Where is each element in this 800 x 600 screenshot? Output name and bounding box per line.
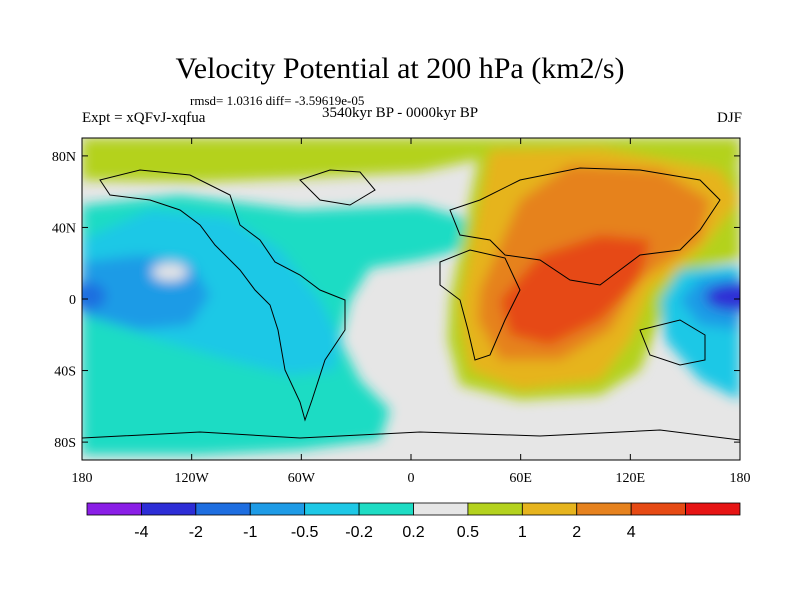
- axis-ticks: 180 120W 60W 0 60E 120E 180 80N 40N 0 40S 80S: [52, 138, 751, 486]
- y-tick-label: 40N: [52, 221, 76, 236]
- x-tick-label: 60W: [288, 471, 316, 486]
- period-label: 3540kyr BP - 0000kyr BP: [321, 105, 479, 121]
- experiment-label: Expt = xQFvJ-xqfua: [82, 110, 206, 126]
- colorbar-swatch: [141, 502, 197, 516]
- x-tick-label: 60E: [509, 471, 532, 486]
- y-tick-label: 80N: [52, 150, 76, 165]
- colorbar-label: -1: [243, 524, 257, 541]
- x-tick-label: 180: [730, 471, 751, 486]
- colorbar: -4 -2 -1 -0.5 -0.2 0.2 0.5 1 2 4: [86, 502, 741, 541]
- x-tick-label: 120E: [616, 471, 646, 486]
- rmsd-stats: rmsd= 1.0316 diff= -3.59619e-05: [190, 93, 365, 108]
- colorbar-label: 2: [572, 524, 581, 541]
- colorbar-swatch: [576, 502, 632, 516]
- x-tick-label: 0: [408, 471, 415, 486]
- colorbar-swatch: [685, 502, 741, 516]
- colorbar-swatch: [630, 502, 686, 516]
- x-tick-label: 180: [72, 471, 93, 486]
- y-tick-label: 0: [69, 293, 76, 308]
- coastlines: [82, 167, 740, 441]
- y-tick-label: 80S: [54, 436, 76, 451]
- colorbar-swatch: [249, 502, 306, 516]
- colorbar-swatch: [304, 502, 360, 516]
- colorbar-label: -4: [134, 524, 148, 541]
- colorbar-swatch: [358, 502, 414, 516]
- colorbar-swatch: [467, 502, 523, 516]
- y-tick-label: 40S: [54, 365, 76, 380]
- colorbar-swatch: [86, 502, 142, 516]
- x-tick-label: 120W: [175, 471, 210, 486]
- contour-field: [82, 138, 740, 460]
- colorbar-swatch: [195, 502, 251, 516]
- season-label: DJF: [716, 110, 742, 126]
- colorbar-label: 0.5: [457, 524, 479, 541]
- colorbar-swatch: [413, 502, 469, 516]
- colorbar-label: 1: [518, 524, 527, 541]
- colorbar-label: 4: [627, 524, 636, 541]
- colorbar-label: 0.2: [402, 524, 424, 541]
- colorbar-swatch: [521, 502, 578, 516]
- colorbar-label: -2: [189, 524, 203, 541]
- colorbar-label: -0.5: [291, 524, 319, 541]
- map-title: Velocity Potential at 200 hPa (km2/s): [175, 52, 625, 85]
- colorbar-label: -0.2: [345, 524, 373, 541]
